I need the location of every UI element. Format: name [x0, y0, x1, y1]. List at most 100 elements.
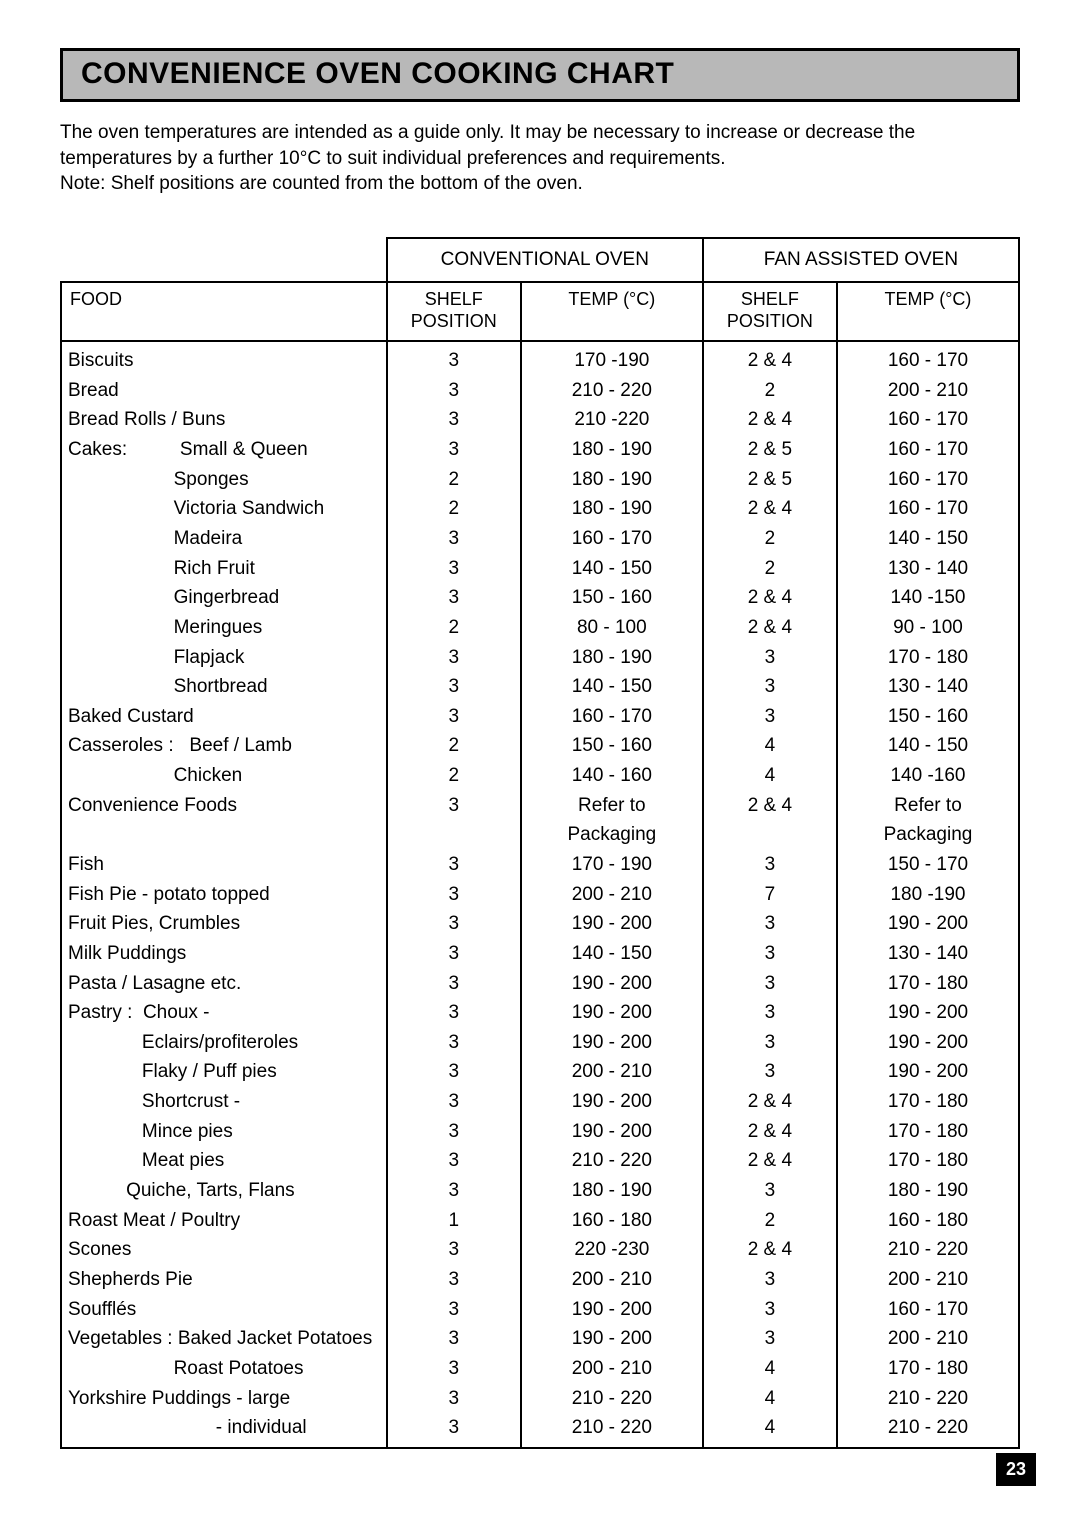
- conv-shelf-cell: 3: [387, 791, 521, 821]
- fan-shelf-cell: 4: [703, 761, 837, 791]
- table-row: Sponges2180 - 1902 & 5160 - 170: [61, 465, 1019, 495]
- food-cell: Shortcrust -: [61, 1087, 387, 1117]
- food-cell: Gingerbread: [61, 583, 387, 613]
- fan-shelf-cell: 2 & 4: [703, 791, 837, 821]
- fan-temp-cell: 170 - 180: [837, 969, 1019, 999]
- food-cell: Baked Custard: [61, 702, 387, 732]
- table-row: Flaky / Puff pies3200 - 2103190 - 200: [61, 1057, 1019, 1087]
- conv-temp-cell: 190 - 200: [521, 1324, 703, 1354]
- conv-shelf-cell: 3: [387, 524, 521, 554]
- food-cell: Madeira: [61, 524, 387, 554]
- fan-shelf-cell: 2 & 4: [703, 1117, 837, 1147]
- fan-shelf-cell: [703, 820, 837, 850]
- conv-shelf-cell: 3: [387, 672, 521, 702]
- food-cell: Soufflés: [61, 1295, 387, 1325]
- conv-temp-cell: 200 - 210: [521, 1265, 703, 1295]
- fan-temp-cell: 200 - 210: [837, 1265, 1019, 1295]
- food-cell: Flaky / Puff pies: [61, 1057, 387, 1087]
- fan-shelf-cell: 2: [703, 524, 837, 554]
- table-row: Meringues280 - 1002 & 490 - 100: [61, 613, 1019, 643]
- table-row: Chicken2140 - 1604140 -160: [61, 761, 1019, 791]
- fan-temp-cell: 210 - 220: [837, 1384, 1019, 1414]
- food-cell: Rich Fruit: [61, 554, 387, 584]
- fan-shelf-cell: 3: [703, 1176, 837, 1206]
- fan-temp-cell: 210 - 220: [837, 1413, 1019, 1448]
- fan-temp-cell: 130 - 140: [837, 672, 1019, 702]
- fan-shelf-cell: 3: [703, 969, 837, 999]
- conv-temp-cell: 160 - 170: [521, 702, 703, 732]
- conv-shelf-cell: 3: [387, 341, 521, 376]
- food-cell: Biscuits: [61, 341, 387, 376]
- table-row: Shortbread3140 - 1503130 - 140: [61, 672, 1019, 702]
- conv-shelf-cell: 3: [387, 554, 521, 584]
- header-fan-shelf: SHELFPOSITION: [703, 282, 837, 341]
- fan-temp-cell: 200 - 210: [837, 376, 1019, 406]
- food-cell: Eclairs/profiteroles: [61, 1028, 387, 1058]
- conv-shelf-cell: 3: [387, 1413, 521, 1448]
- fan-temp-cell: 150 - 160: [837, 702, 1019, 732]
- food-cell: Convenience Foods: [61, 791, 387, 821]
- conv-temp-cell: 140 - 150: [521, 554, 703, 584]
- fan-temp-cell: Refer to: [837, 791, 1019, 821]
- fan-shelf-cell: 2 & 4: [703, 613, 837, 643]
- fan-temp-cell: 160 - 170: [837, 405, 1019, 435]
- fan-shelf-cell: 4: [703, 1354, 837, 1384]
- conv-shelf-cell: 3: [387, 643, 521, 673]
- fan-temp-cell: 130 - 140: [837, 939, 1019, 969]
- table-row: Quiche, Tarts, Flans3180 - 1903180 - 190: [61, 1176, 1019, 1206]
- conv-shelf-cell: 3: [387, 850, 521, 880]
- food-cell: Milk Puddings: [61, 939, 387, 969]
- table-row: Roast Potatoes3200 - 2104170 - 180: [61, 1354, 1019, 1384]
- conv-temp-cell: Packaging: [521, 820, 703, 850]
- fan-shelf-cell: 2 & 4: [703, 405, 837, 435]
- fan-shelf-cell: 3: [703, 672, 837, 702]
- food-cell: Pasta / Lasagne etc.: [61, 969, 387, 999]
- fan-temp-cell: 190 - 200: [837, 909, 1019, 939]
- food-cell: Yorkshire Puddings - large: [61, 1384, 387, 1414]
- food-cell: Shepherds Pie: [61, 1265, 387, 1295]
- table-row: Gingerbread3150 - 1602 & 4140 -150: [61, 583, 1019, 613]
- food-cell: Casseroles : Beef / Lamb: [61, 731, 387, 761]
- header-conventional-oven: CONVENTIONAL OVEN: [387, 238, 703, 282]
- fan-temp-cell: 170 - 180: [837, 1087, 1019, 1117]
- conv-shelf-cell: 2: [387, 761, 521, 791]
- table-row: Milk Puddings3140 - 1503130 - 140: [61, 939, 1019, 969]
- fan-shelf-cell: 2 & 4: [703, 494, 837, 524]
- fan-temp-cell: 170 - 180: [837, 1146, 1019, 1176]
- conv-shelf-cell: 3: [387, 1384, 521, 1414]
- conv-shelf-cell: 3: [387, 1117, 521, 1147]
- conv-shelf-cell: 3: [387, 583, 521, 613]
- table-row: Fish Pie - potato topped3200 - 2107180 -…: [61, 880, 1019, 910]
- fan-shelf-cell: 4: [703, 1413, 837, 1448]
- conv-temp-cell: 150 - 160: [521, 583, 703, 613]
- conv-shelf-cell: 3: [387, 998, 521, 1028]
- fan-shelf-cell: 3: [703, 643, 837, 673]
- conv-temp-cell: 180 - 190: [521, 1176, 703, 1206]
- fan-shelf-cell: 3: [703, 1028, 837, 1058]
- food-cell: [61, 820, 387, 850]
- conv-shelf-cell: 3: [387, 909, 521, 939]
- fan-shelf-cell: 3: [703, 1265, 837, 1295]
- food-cell: Fruit Pies, Crumbles: [61, 909, 387, 939]
- food-cell: Meringues: [61, 613, 387, 643]
- table-row: Shepherds Pie3200 - 2103200 - 210: [61, 1265, 1019, 1295]
- food-cell: Flapjack: [61, 643, 387, 673]
- fan-shelf-cell: 4: [703, 1384, 837, 1414]
- fan-temp-cell: 160 - 170: [837, 465, 1019, 495]
- conv-temp-cell: 190 - 200: [521, 1117, 703, 1147]
- conv-shelf-cell: 3: [387, 435, 521, 465]
- fan-shelf-cell: 4: [703, 731, 837, 761]
- fan-shelf-cell: 3: [703, 909, 837, 939]
- fan-temp-cell: 160 - 170: [837, 494, 1019, 524]
- conv-temp-cell: 210 -220: [521, 405, 703, 435]
- table-row: Madeira3160 - 1702140 - 150: [61, 524, 1019, 554]
- conv-shelf-cell: 3: [387, 702, 521, 732]
- conv-temp-cell: 80 - 100: [521, 613, 703, 643]
- fan-shelf-cell: 2: [703, 554, 837, 584]
- table-row: Vegetables : Baked Jacket Potatoes3190 -…: [61, 1324, 1019, 1354]
- table-row: Meat pies3210 - 2202 & 4170 - 180: [61, 1146, 1019, 1176]
- table-row: Victoria Sandwich2180 - 1902 & 4160 - 17…: [61, 494, 1019, 524]
- fan-temp-cell: 190 - 200: [837, 1057, 1019, 1087]
- fan-temp-cell: 210 - 220: [837, 1235, 1019, 1265]
- conv-temp-cell: 210 - 220: [521, 376, 703, 406]
